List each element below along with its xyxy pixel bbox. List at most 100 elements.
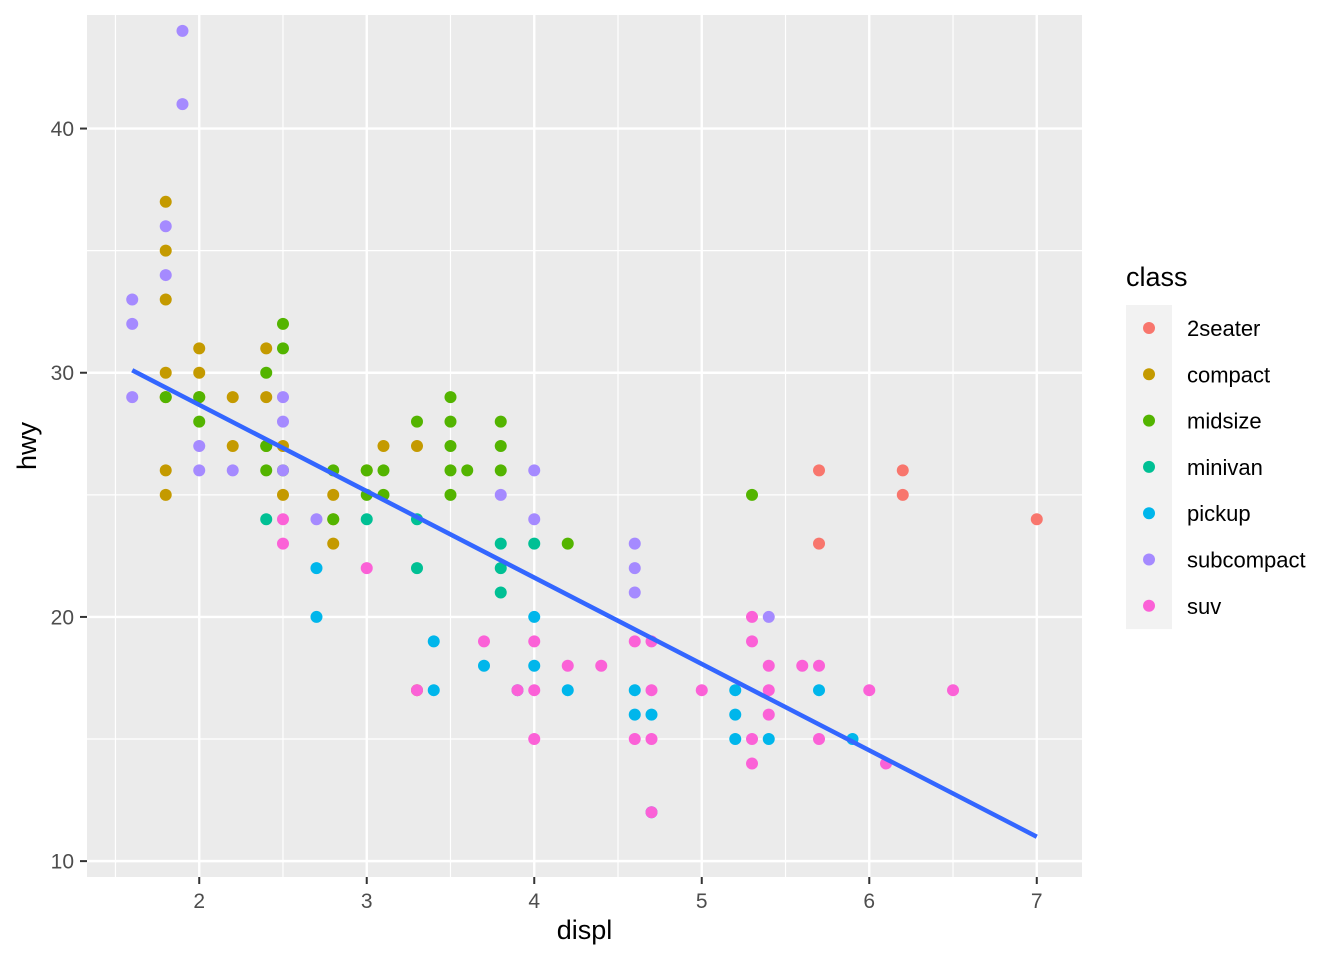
point-subcompact <box>494 488 507 501</box>
legend-key-midsize <box>1143 414 1155 427</box>
legend-title: class <box>1126 262 1188 292</box>
point-midsize <box>260 366 273 379</box>
x-tick-label: 5 <box>696 890 708 913</box>
legend-label-subcompact: subcompact <box>1187 548 1306 573</box>
point-pickup <box>528 610 541 623</box>
point-subcompact <box>276 391 289 404</box>
point-minivan <box>494 586 507 599</box>
point-suv <box>746 610 759 623</box>
point-midsize <box>444 464 457 477</box>
point-subcompact <box>762 610 775 623</box>
point-compact <box>193 342 206 355</box>
point-minivan <box>360 513 373 526</box>
point-pickup <box>729 708 742 721</box>
point-suv <box>746 757 759 770</box>
point-compact <box>260 391 273 404</box>
point-2seater <box>896 464 909 477</box>
point-pickup <box>729 684 742 697</box>
point-suv <box>511 684 524 697</box>
trend-line <box>131 368 1038 839</box>
point-subcompact <box>276 464 289 477</box>
point-suv <box>528 684 541 697</box>
point-midsize <box>260 464 273 477</box>
series-subcompact <box>126 24 775 623</box>
point-minivan <box>494 537 507 550</box>
point-subcompact <box>159 220 172 233</box>
point-pickup <box>310 610 323 623</box>
x-tick-label: 6 <box>863 890 875 913</box>
point-pickup <box>813 684 826 697</box>
point-midsize <box>276 317 289 330</box>
point-pickup <box>310 562 323 575</box>
point-midsize <box>561 537 574 550</box>
point-subcompact <box>528 513 541 526</box>
point-subcompact <box>276 415 289 428</box>
point-suv <box>947 684 960 697</box>
point-midsize <box>193 391 206 404</box>
point-pickup <box>561 684 574 697</box>
point-suv <box>695 684 708 697</box>
point-midsize <box>444 391 457 404</box>
point-subcompact <box>193 440 206 452</box>
point-pickup <box>477 659 490 672</box>
point-pickup <box>645 708 658 721</box>
point-suv <box>360 562 373 575</box>
legend-key-2seater <box>1143 322 1155 334</box>
point-midsize <box>360 464 373 477</box>
point-subcompact <box>176 24 189 37</box>
point-2seater <box>813 537 826 550</box>
legend-key-suv <box>1143 599 1155 612</box>
point-minivan <box>260 513 273 526</box>
point-suv <box>528 635 541 648</box>
y-axis-title: hwy <box>12 421 42 470</box>
point-compact <box>377 440 390 452</box>
point-midsize <box>377 464 390 477</box>
point-suv <box>796 659 809 672</box>
point-subcompact <box>126 293 139 306</box>
point-subcompact <box>126 391 139 404</box>
x-tick-label: 7 <box>1031 890 1043 913</box>
plot-panel <box>87 15 1082 877</box>
y-tick-label: 10 <box>51 851 74 874</box>
legend: class 2seater compact midsize minivan pickup… <box>1126 262 1306 630</box>
point-subcompact <box>528 464 541 477</box>
point-suv <box>746 635 759 648</box>
point-suv <box>528 733 541 746</box>
point-subcompact <box>176 98 189 111</box>
point-midsize <box>746 488 759 501</box>
point-suv <box>628 733 641 746</box>
point-subcompact <box>193 464 206 477</box>
point-minivan <box>528 537 541 550</box>
point-suv <box>561 659 574 672</box>
point-suv <box>762 684 775 697</box>
legend-key-subcompact <box>1143 553 1155 566</box>
point-pickup <box>427 684 440 697</box>
point-midsize <box>444 415 457 428</box>
legend-key-compact <box>1143 368 1155 381</box>
point-suv <box>645 733 658 746</box>
point-compact <box>327 488 340 501</box>
point-minivan <box>410 562 423 575</box>
point-suv <box>863 684 876 697</box>
y-tick-label: 30 <box>51 362 74 385</box>
point-minivan <box>494 562 507 575</box>
point-compact <box>159 293 172 306</box>
point-midsize <box>444 488 457 501</box>
series-2seater <box>813 464 1043 550</box>
point-subcompact <box>226 464 239 477</box>
point-compact <box>159 195 172 208</box>
point-pickup <box>427 635 440 648</box>
point-compact <box>159 488 172 501</box>
legend-label-pickup: pickup <box>1187 501 1251 526</box>
point-subcompact <box>126 317 139 330</box>
point-suv <box>628 635 641 648</box>
series-suv <box>276 513 960 819</box>
point-pickup <box>628 708 641 721</box>
x-axis: 2 3 4 5 6 7 <box>193 877 1043 913</box>
point-pickup <box>628 684 641 697</box>
x-tick-label: 3 <box>361 890 373 913</box>
point-compact <box>159 366 172 379</box>
point-midsize <box>461 464 474 477</box>
point-subcompact <box>310 513 323 526</box>
point-compact <box>276 488 289 501</box>
